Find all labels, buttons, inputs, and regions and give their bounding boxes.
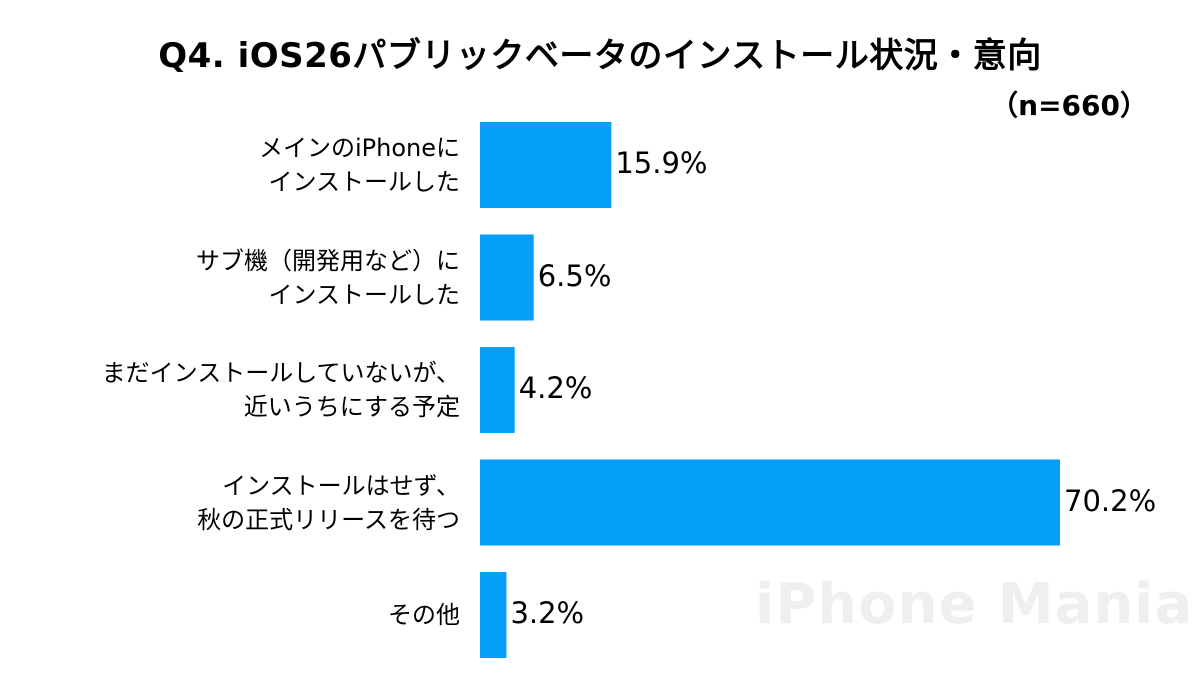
category-label-2: まだインストールしていないが、 近いうちにする予定 — [101, 359, 460, 421]
category-label-4: その他 — [388, 601, 460, 629]
category-label-1: サブ機（開発用など）に インストールした — [196, 246, 460, 309]
value-label-3: 70.2% — [1064, 483, 1157, 518]
category-label-3: インストールはせず、 秋の正式リリースを待つ — [197, 471, 460, 534]
value-label-2: 4.2% — [518, 371, 593, 405]
value-label-0: 15.9% — [615, 146, 708, 180]
value-label-1: 6.5% — [537, 258, 612, 293]
sample-size-label: （n=660） — [990, 89, 1148, 122]
bar-3 — [480, 459, 1060, 546]
bar-4 — [480, 572, 507, 658]
category-label-0: メインのiPhoneに インストールした — [258, 134, 460, 196]
value-label-4: 3.2% — [510, 596, 585, 630]
chart-title: Q4. iOS26パブリックベータのインストール状況・意向 — [158, 36, 1042, 76]
watermark-logo: iPhone Mania — [755, 572, 1194, 637]
bar-2 — [480, 347, 515, 433]
bar-0 — [480, 122, 612, 208]
bar-1 — [480, 234, 534, 321]
